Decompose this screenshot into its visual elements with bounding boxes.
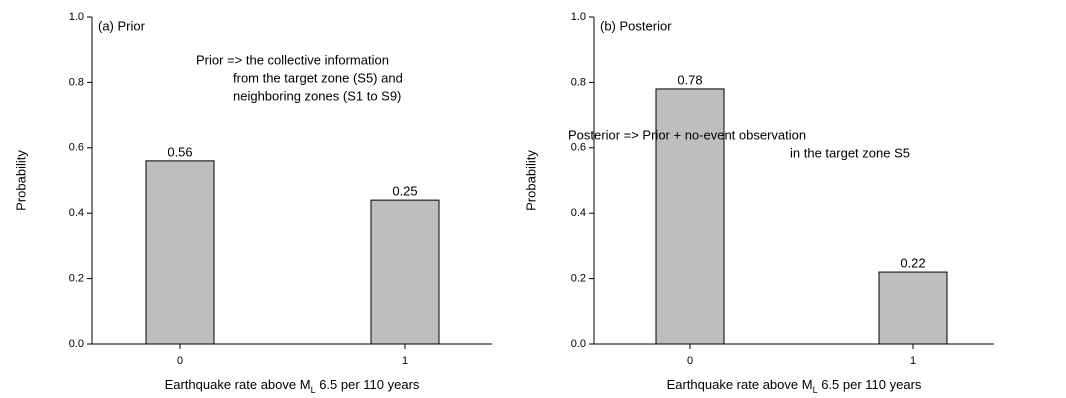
panel: 0.0 0.2 0.4 0.6 0.8 1.0 0.56 0 0.25 1 (a) Prior Pri… bbox=[13, 11, 492, 395]
y-axis-label: Probability bbox=[13, 150, 28, 211]
x-axis-label: Earthquake rate above ML 6.5 per 110 yea… bbox=[667, 377, 922, 395]
x-axis-label: Earthquake rate above ML 6.5 per 110 yea… bbox=[165, 377, 420, 395]
y-tick-label: 0.8 bbox=[69, 76, 84, 88]
x-axis-label-part: Earthquake rate above M bbox=[165, 377, 311, 392]
bar-annotation: 0.56 bbox=[167, 144, 192, 159]
y-tick-label: 0.4 bbox=[69, 207, 84, 219]
bar bbox=[145, 160, 215, 345]
annotation-line: Posterior => Prior + no-event observatio… bbox=[568, 127, 806, 142]
annotation-line: Prior => the collective information bbox=[196, 52, 389, 67]
x-tick-label: 1 bbox=[402, 355, 408, 367]
bar bbox=[370, 199, 440, 345]
y-tick-label: 0.6 bbox=[69, 142, 84, 154]
annotation-line: neighboring zones (S1 to S9) bbox=[233, 88, 401, 103]
x-tick-label: 0 bbox=[687, 355, 693, 367]
x-axis-label-part: Earthquake rate above M bbox=[667, 377, 813, 392]
x-axis-label-part: L bbox=[311, 385, 316, 395]
y-tick-label: 0.0 bbox=[69, 338, 84, 350]
bar bbox=[655, 88, 725, 345]
x-tick-label: 0 bbox=[177, 355, 183, 367]
bar-annotation: 0.25 bbox=[392, 184, 417, 199]
panel-label: (a) Prior bbox=[98, 18, 146, 33]
bar-annotation: 0.78 bbox=[677, 72, 702, 87]
y-axis-label: Probability bbox=[523, 150, 538, 211]
y-tick-label: 0.2 bbox=[571, 273, 586, 285]
panel-label: (b) Posterior bbox=[600, 18, 672, 33]
x-axis-label-part: 6.5 per 110 years bbox=[316, 377, 420, 392]
y-tick-label: 0.8 bbox=[571, 76, 586, 88]
y-tick-label: 1.0 bbox=[571, 11, 586, 23]
y-tick-label: 1.0 bbox=[69, 11, 84, 23]
x-axis-label-part: 6.5 per 110 years bbox=[818, 377, 922, 392]
annotation-line: in the target zone S5 bbox=[790, 145, 910, 160]
y-tick-label: 0.4 bbox=[571, 207, 586, 219]
x-tick-label: 1 bbox=[910, 355, 916, 367]
bar-annotation: 0.22 bbox=[900, 255, 925, 270]
bar bbox=[878, 271, 948, 345]
y-tick-label: 0.0 bbox=[571, 338, 586, 350]
y-tick-label: 0.6 bbox=[571, 142, 586, 154]
y-tick-label: 0.2 bbox=[69, 273, 84, 285]
panel: 0.0 0.2 0.4 0.6 0.8 1.0 0.78 0 0.22 1 (b) Posterio… bbox=[523, 11, 994, 395]
annotation-line: from the target zone (S5) and bbox=[233, 70, 403, 85]
x-axis-label-part: L bbox=[813, 385, 818, 395]
